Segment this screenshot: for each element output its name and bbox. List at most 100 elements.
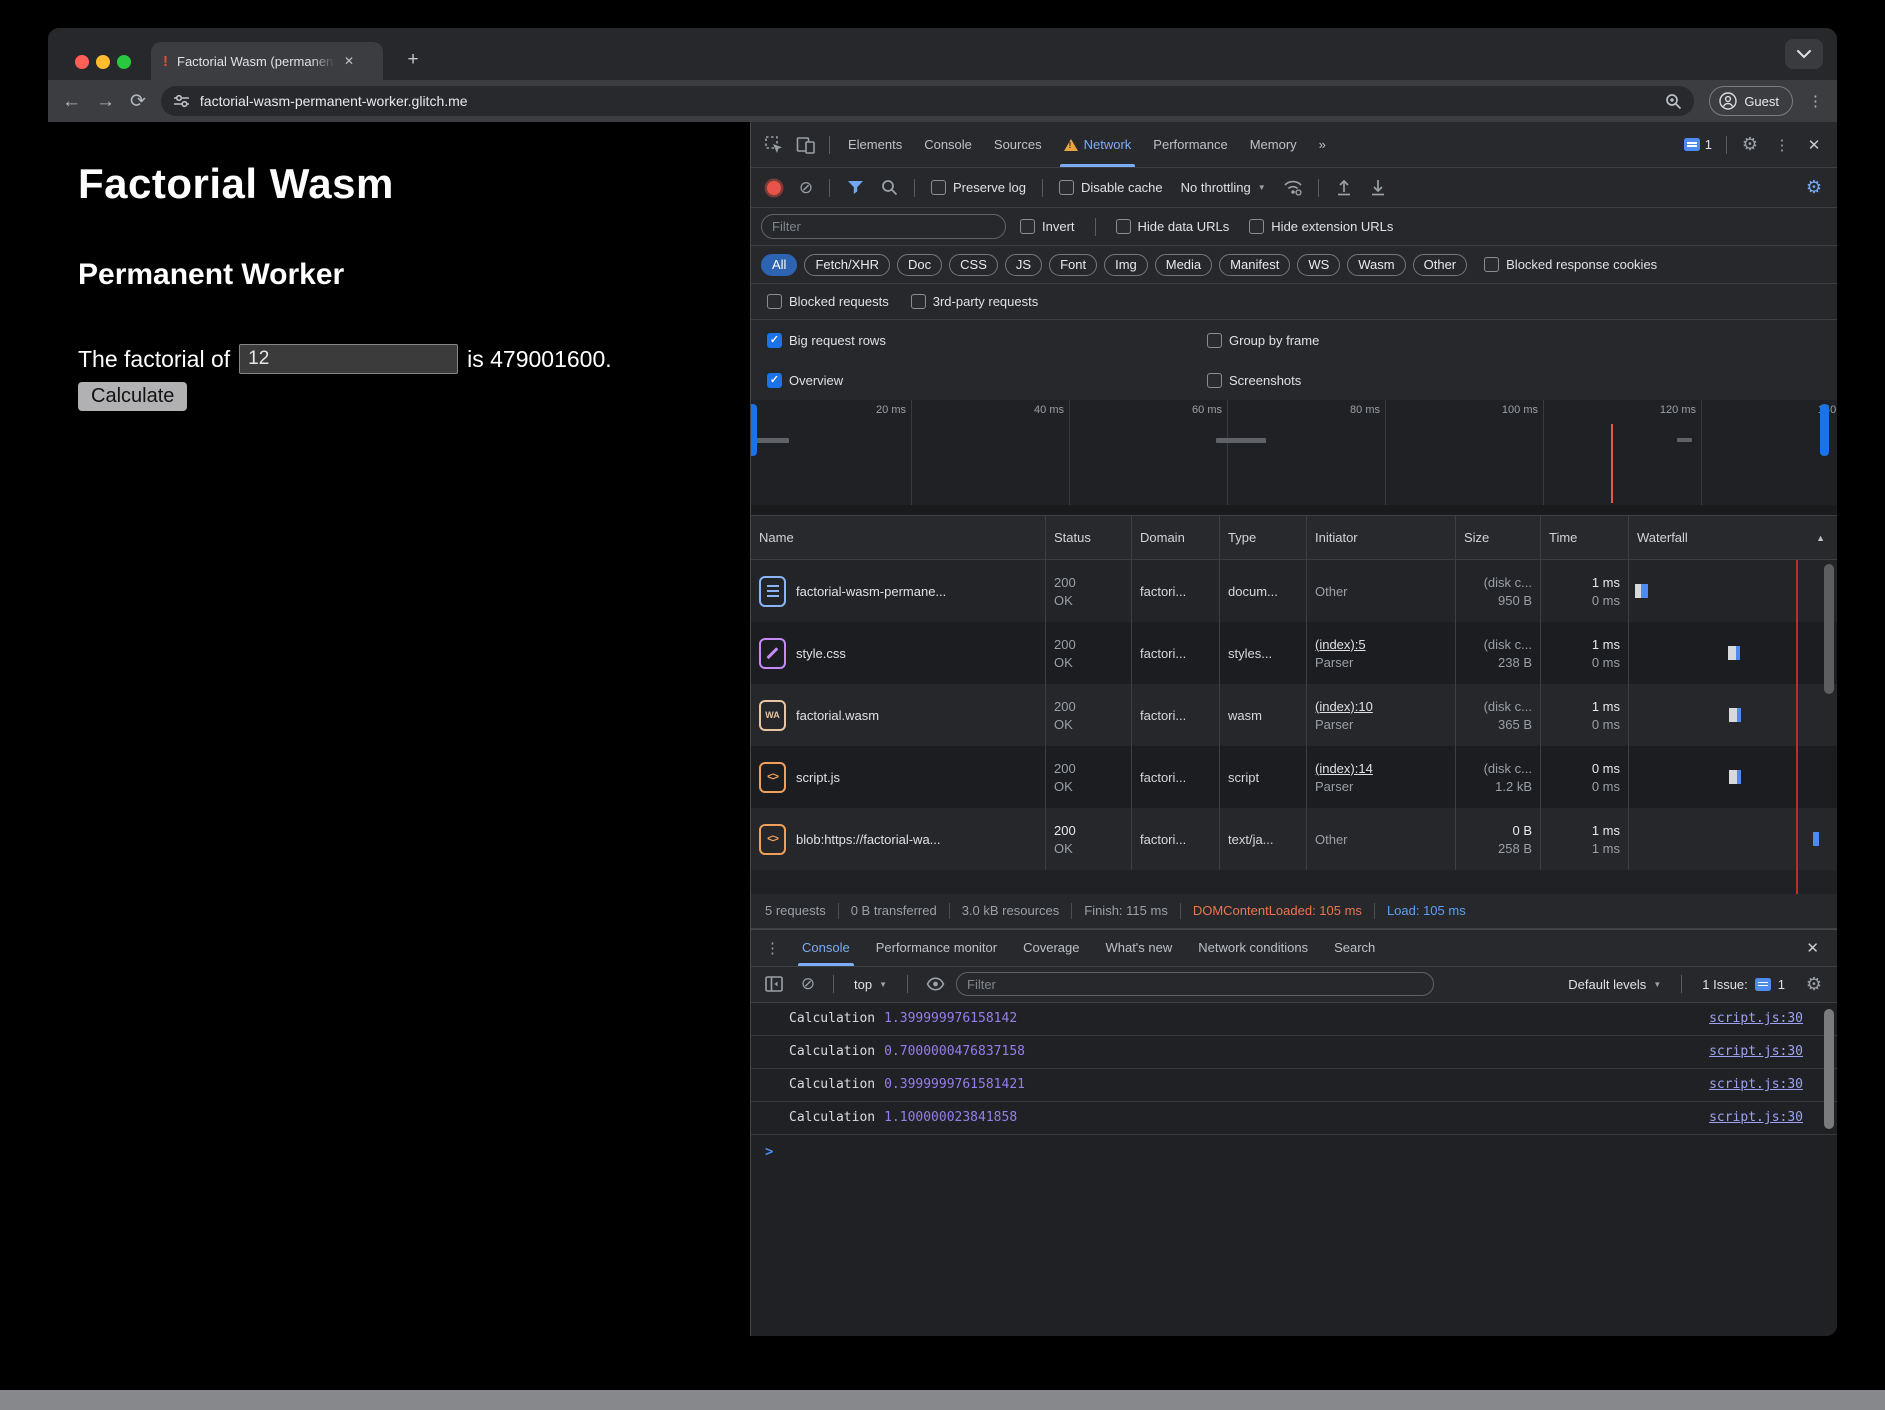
filter-chip-other[interactable]: Other	[1412, 253, 1468, 276]
tab-performance[interactable]: Performance	[1153, 137, 1228, 152]
throttling-dropdown[interactable]: No throttling ▼	[1180, 180, 1266, 195]
console-settings-button[interactable]: ⚙	[1805, 973, 1823, 994]
drawer-tab-network-conditions[interactable]: Network conditions	[1198, 940, 1309, 955]
tab-elements[interactable]: Elements	[848, 137, 903, 152]
url-text[interactable]: factorial-wasm-permanent-worker.glitch.m…	[199, 93, 468, 109]
fullscreen-window-button[interactable]	[117, 55, 131, 69]
screenshots-checkbox[interactable]: Screenshots	[1201, 372, 1307, 388]
column-header-initiator[interactable]: Initiator	[1306, 516, 1455, 559]
filter-chip-fetchxhr[interactable]: Fetch/XHR	[804, 253, 891, 276]
export-har-button[interactable]	[1363, 173, 1393, 203]
new-tab-button[interactable]: +	[407, 49, 419, 70]
column-header-name[interactable]: Name	[759, 530, 794, 545]
filter-chip-all[interactable]: All	[761, 253, 798, 276]
search-network-button[interactable]	[874, 173, 904, 203]
table-row-document[interactable]: factorial-wasm-permane... 200 OK factori…	[751, 560, 1837, 622]
filter-chip-font[interactable]: Font	[1049, 253, 1098, 276]
filter-chip-css[interactable]: CSS	[949, 253, 998, 276]
checkbox[interactable]	[1020, 219, 1035, 234]
browser-menu-button[interactable]: ⋮	[1808, 92, 1823, 110]
tab-console[interactable]: Console	[924, 137, 972, 152]
factorial-input[interactable]	[239, 344, 459, 374]
live-expression-button[interactable]	[920, 969, 950, 999]
address-bar[interactable]: factorial-wasm-permanent-worker.glitch.m…	[160, 86, 1695, 116]
calculate-button[interactable]: Calculate	[78, 382, 188, 411]
device-toolbar-button[interactable]	[791, 130, 821, 160]
zoom-search-icon[interactable]	[1665, 93, 1682, 110]
overview-checkbox[interactable]: ✓ Overview	[761, 372, 849, 388]
inspect-element-button[interactable]	[759, 130, 789, 160]
log-levels-dropdown[interactable]: Default levels ▼	[1568, 976, 1662, 992]
devtools-settings-button[interactable]: ⚙	[1741, 134, 1759, 154]
devtools-close-button[interactable]: ✕	[1807, 136, 1821, 154]
devtools-menu-button[interactable]: ⋮	[1774, 136, 1790, 154]
request-initiator-link[interactable]: (index):5	[1315, 636, 1366, 652]
request-initiator-link[interactable]: (index):14	[1315, 760, 1373, 776]
network-settings-button[interactable]: ⚙	[1805, 177, 1823, 197]
filter-chip-js[interactable]: JS	[1004, 253, 1043, 276]
table-row-stylesheet[interactable]: style.css 200 OK factori... styles... (i…	[751, 622, 1837, 684]
filter-chip-img[interactable]: Img	[1104, 253, 1148, 276]
drawer-close-button[interactable]: ✕	[1806, 939, 1819, 957]
checkbox[interactable]	[1058, 180, 1074, 195]
reload-button[interactable]: ⟳	[130, 90, 146, 112]
tab-network[interactable]: Network	[1054, 122, 1142, 167]
column-header-domain[interactable]: Domain	[1131, 516, 1219, 559]
table-scrollbar[interactable]	[1824, 564, 1834, 694]
blocked-response-cookies-checkbox[interactable]: Blocked response cookies	[1478, 257, 1663, 272]
checkbox[interactable]: ✓	[767, 332, 782, 348]
checkbox[interactable]	[931, 180, 946, 195]
filter-chip-ws[interactable]: WS	[1297, 253, 1341, 276]
source-link[interactable]: script.js:30	[1709, 1044, 1803, 1059]
checkbox[interactable]: ✓	[767, 372, 782, 388]
source-link[interactable]: script.js:30	[1709, 1011, 1803, 1026]
column-header-size[interactable]: Size	[1455, 516, 1540, 559]
filter-chip-media[interactable]: Media	[1154, 253, 1213, 276]
checkbox[interactable]	[1207, 372, 1222, 388]
checkbox[interactable]	[1207, 332, 1222, 348]
table-row-wasm[interactable]: WA factorial.wasm 200 OK factori... wasm…	[751, 684, 1837, 746]
tab-search-button[interactable]	[1785, 39, 1823, 69]
source-link[interactable]: script.js:30	[1709, 1110, 1803, 1125]
request-initiator-link[interactable]: (index):10	[1315, 698, 1373, 714]
hide-data-urls-checkbox[interactable]: Hide data URLs	[1110, 219, 1236, 234]
back-button[interactable]: ←	[62, 90, 81, 112]
drawer-tab-performance-monitor[interactable]: Performance monitor	[875, 940, 998, 955]
console-prompt[interactable]: >	[751, 1135, 1837, 1169]
checkbox[interactable]	[1484, 257, 1500, 272]
filter-chip-wasm[interactable]: Wasm	[1347, 253, 1406, 276]
drawer-tab-whats-new[interactable]: What's new	[1105, 940, 1173, 955]
clear-console-button[interactable]: ⊘	[800, 974, 816, 993]
big-request-rows-checkbox[interactable]: ✓ Big request rows	[761, 332, 892, 348]
disable-cache-checkbox[interactable]: Disable cache	[1053, 180, 1169, 195]
third-party-requests-checkbox[interactable]: 3rd-party requests	[905, 294, 1045, 309]
site-settings-icon[interactable]	[173, 93, 190, 109]
network-filter-input[interactable]	[761, 214, 1006, 239]
tab-memory[interactable]: Memory	[1249, 137, 1297, 152]
console-sidebar-button[interactable]	[759, 969, 789, 999]
column-header-type[interactable]: Type	[1219, 516, 1306, 559]
preserve-log-checkbox[interactable]: Preserve log	[925, 180, 1032, 195]
console-scrollbar[interactable]	[1824, 1008, 1834, 1129]
drawer-menu-button[interactable]: ⋮	[765, 939, 780, 957]
overview-left-handle[interactable]	[751, 404, 757, 456]
table-row-script[interactable]: <> script.js 200 OK factori... script (i…	[751, 746, 1837, 808]
issues-link[interactable]: 1 Issue: 1	[1702, 976, 1785, 992]
clear-network-log-button[interactable]: ⊘	[798, 177, 814, 197]
column-header-status[interactable]: Status	[1045, 516, 1131, 559]
filter-chip-doc[interactable]: Doc	[897, 253, 943, 276]
checkbox[interactable]	[1249, 219, 1265, 234]
minimize-window-button[interactable]	[96, 55, 110, 69]
drawer-tab-coverage[interactable]: Coverage	[1023, 940, 1080, 955]
blocked-requests-checkbox[interactable]: Blocked requests	[761, 294, 895, 309]
tab-sources[interactable]: Sources	[993, 137, 1042, 152]
drawer-tab-search[interactable]: Search	[1334, 940, 1376, 955]
drawer-tab-console[interactable]: Console	[790, 930, 862, 966]
group-by-frame-checkbox[interactable]: Group by frame	[1201, 332, 1325, 348]
network-conditions-button[interactable]	[1278, 173, 1308, 203]
close-window-button[interactable]	[75, 55, 89, 69]
profile-button[interactable]: Guest	[1709, 86, 1793, 116]
column-header-waterfall[interactable]: Waterfall ▲	[1628, 516, 1837, 559]
overview-right-handle[interactable]	[1820, 404, 1829, 456]
tab-close-icon[interactable]: ✕	[344, 54, 355, 68]
